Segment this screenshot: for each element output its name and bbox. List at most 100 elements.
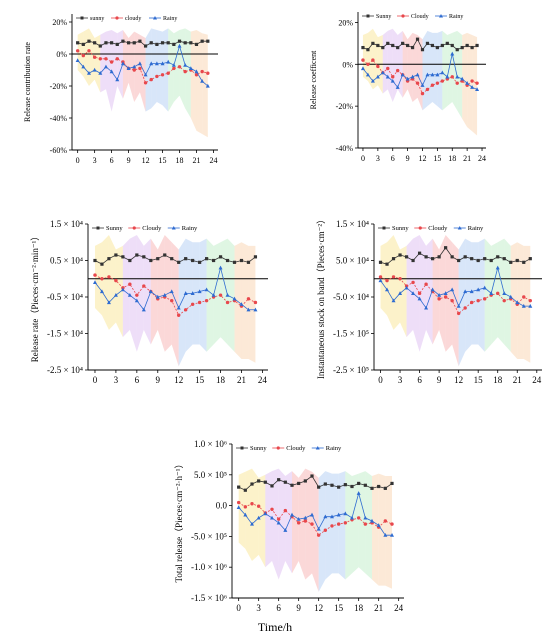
point-rainy — [482, 285, 487, 290]
point-sunny — [404, 255, 409, 259]
band-segment — [432, 238, 440, 345]
point-cloudy — [197, 300, 202, 305]
point-cloudy — [225, 300, 230, 305]
point-sunny — [189, 41, 193, 45]
point-rainy — [410, 74, 415, 79]
point-cloudy — [391, 75, 395, 79]
point-sunny — [337, 485, 341, 489]
legend-marker — [276, 446, 280, 450]
point-rainy — [81, 64, 86, 69]
band-segment — [220, 238, 228, 345]
point-sunny — [87, 39, 91, 43]
point-rainy — [463, 289, 468, 294]
point-rainy — [460, 76, 465, 81]
point-rainy — [398, 291, 403, 295]
point-rainy — [232, 296, 237, 301]
band-segment — [338, 471, 346, 580]
point-sunny — [283, 480, 287, 484]
y-tick-label: -40% — [50, 114, 68, 123]
band-segment — [305, 468, 312, 580]
y-tick-label: 0% — [56, 50, 67, 59]
y-tick-label: -2.5 × 10⁴ — [47, 365, 83, 375]
point-cloudy — [172, 66, 176, 71]
band-segment — [129, 234, 137, 352]
x-tick-label: 6 — [110, 156, 114, 165]
point-cloudy — [166, 71, 170, 75]
band-segment — [115, 245, 123, 338]
y-tick-label: 5.0 × 10⁵ — [194, 470, 227, 480]
point-cloudy — [183, 69, 187, 74]
point-cloudy — [528, 298, 532, 303]
band-segment — [465, 238, 472, 352]
point-rainy — [489, 291, 494, 295]
point-rainy — [515, 300, 520, 305]
point-rainy — [166, 59, 171, 64]
x-tick-label: 3 — [376, 154, 380, 163]
band-segment — [213, 242, 221, 345]
point-rainy — [336, 512, 341, 517]
point-rainy — [155, 294, 160, 299]
point-cloudy — [437, 297, 441, 301]
band-segment — [100, 31, 106, 93]
point-sunny — [496, 255, 500, 259]
point-cloudy — [194, 73, 199, 77]
point-cloudy — [283, 508, 288, 513]
point-rainy — [323, 514, 328, 519]
point-sunny — [522, 260, 526, 264]
legend-label: Sunny — [250, 445, 267, 452]
band-segment — [458, 238, 466, 367]
y-tick-label: 5.0 × 10⁴ — [336, 256, 369, 266]
point-cloudy — [482, 297, 487, 301]
point-sunny — [330, 483, 334, 487]
point-rainy — [378, 278, 383, 283]
x-tick-label: 9 — [127, 156, 131, 165]
point-sunny — [121, 255, 125, 259]
point-rainy — [263, 511, 268, 516]
point-sunny — [121, 39, 125, 43]
x-tick-label: 24 — [209, 156, 217, 165]
x-tick-label: 9 — [437, 375, 442, 385]
point-cloudy — [395, 68, 400, 73]
point-cloudy — [385, 278, 389, 283]
point-cloudy — [218, 293, 223, 297]
point-cloudy — [135, 293, 139, 297]
point-sunny — [184, 257, 188, 261]
band-segment — [372, 473, 379, 586]
band-segment — [173, 30, 180, 102]
point-rainy — [160, 61, 165, 66]
point-cloudy — [98, 57, 102, 61]
point-cloudy — [177, 65, 182, 69]
point-sunny — [172, 42, 176, 46]
x-tick-label: 24 — [394, 603, 404, 613]
point-sunny — [98, 44, 102, 48]
band-segment — [206, 238, 214, 352]
band-segment — [523, 245, 531, 363]
band-segment — [278, 468, 286, 580]
x-tick-label: 15 — [474, 375, 484, 385]
point-rainy — [183, 291, 188, 295]
point-sunny — [431, 257, 435, 261]
legend-marker — [240, 446, 244, 450]
point-rainy — [225, 292, 230, 297]
point-sunny — [457, 258, 461, 263]
point-cloudy — [356, 516, 361, 520]
point-cloudy — [75, 49, 80, 53]
point-rainy — [455, 74, 460, 79]
point-sunny — [155, 42, 159, 46]
point-sunny — [406, 43, 410, 48]
point-rainy — [205, 83, 210, 88]
x-tick-label: 9 — [156, 375, 161, 385]
band-segment — [332, 473, 339, 574]
point-sunny — [371, 41, 375, 45]
band-segment — [365, 471, 372, 580]
point-cloudy — [391, 275, 396, 279]
x-tick-label: 15 — [334, 603, 344, 613]
point-sunny — [114, 253, 118, 257]
band-segment — [312, 471, 319, 592]
band-segment — [190, 30, 197, 131]
x-tick-label: 6 — [276, 603, 281, 613]
x-tick-label: 3 — [114, 375, 119, 385]
band-segment — [393, 234, 401, 330]
x-tick-label: 18 — [354, 603, 364, 613]
point-cloudy — [190, 302, 195, 306]
